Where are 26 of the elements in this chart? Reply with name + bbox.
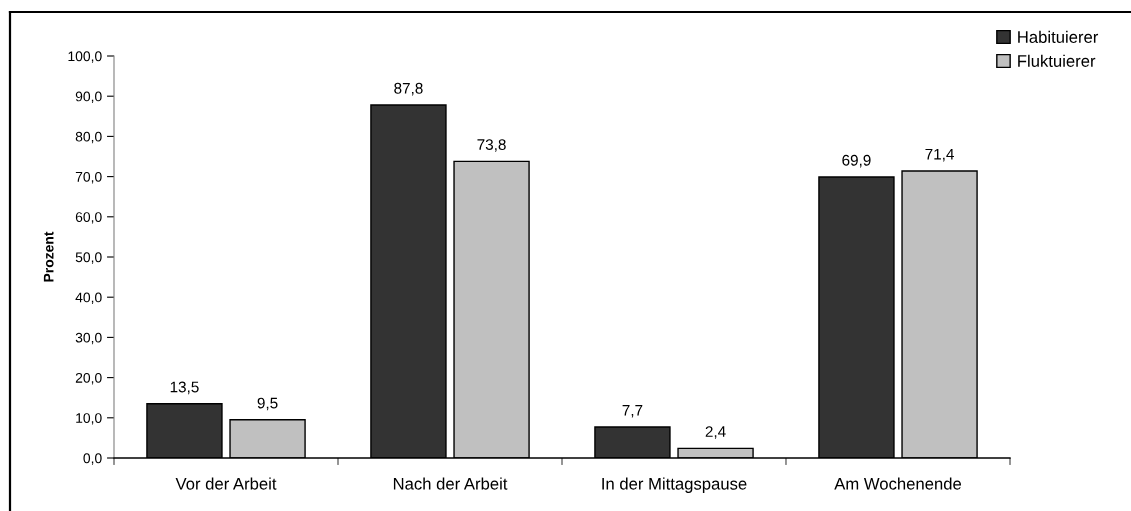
data-label: 71,4 [925,148,954,162]
data-label: 7,7 [622,405,643,418]
y-tick-label: 70,0 [75,171,102,184]
x-tick-label: Am Wochenende [834,477,962,490]
y-tick-label: 20,0 [75,372,102,385]
y-tick-label: 30,0 [75,332,102,345]
x-tick-label: Nach der Arbeit [393,477,508,490]
legend-label: Habituierer [1018,30,1099,43]
y-tick-label: 0,0 [83,453,102,465]
y-tick-label: 90,0 [75,91,102,104]
y-tick-label: 10,0 [76,413,102,425]
y-tick-label: 50,0 [75,252,102,264]
data-label: 9,5 [257,397,278,411]
legend-label: Fluktuierer [1018,54,1096,67]
y-tick-label: 60,0 [75,212,102,224]
y-tick-label: 80,0 [75,131,102,144]
data-label: 87,8 [394,82,423,96]
y-tick-label: 100,0 [68,51,102,63]
x-tick-label: Vor der Arbeit [175,477,277,490]
y-axis-title: Prozent [43,231,54,282]
data-label: 13,5 [170,381,199,395]
data-label: 73,8 [477,139,506,152]
x-tick-label: In der Mittagspause [602,477,747,493]
data-label: 69,9 [842,154,871,168]
y-tick-label: 40,0 [75,292,102,305]
data-label: 2,4 [705,426,726,439]
